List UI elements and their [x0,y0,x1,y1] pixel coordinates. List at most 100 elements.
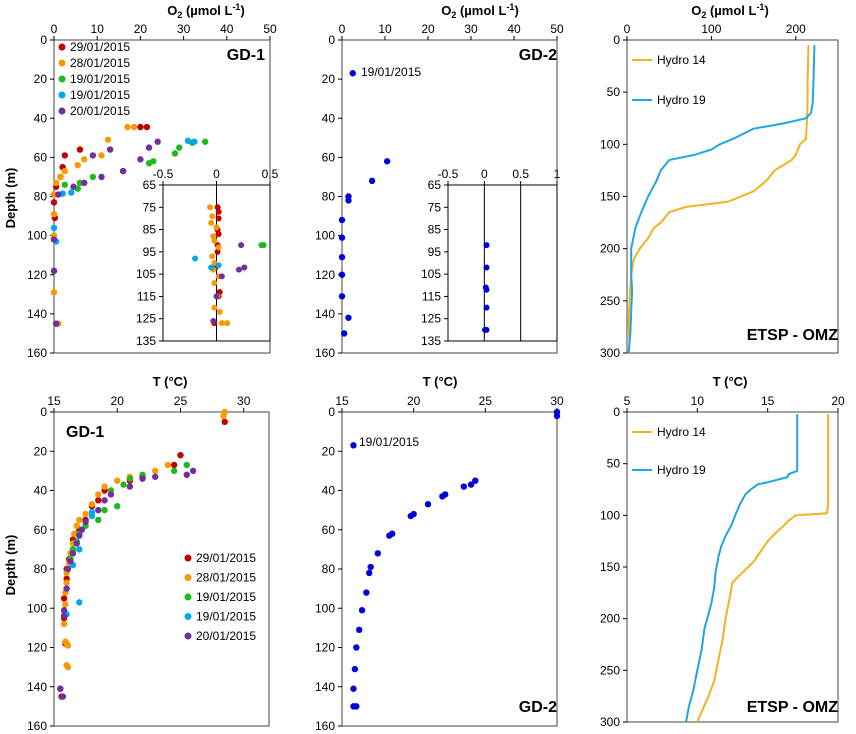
data-point [363,589,370,596]
data-point [101,497,108,504]
x-tick-label: 20 [831,394,845,408]
y-tick-label: 160 [27,346,47,360]
data-point [76,599,83,606]
legend-label: 19/01/2015 [70,72,130,86]
y-tick-label: 40 [34,484,48,498]
data-point [221,418,228,426]
annotation-date: 19/01/2015 [359,435,419,449]
x-tick-label: 25 [174,394,188,408]
data-point [137,156,144,163]
data-point [61,167,68,175]
y-tick-label: 140 [315,680,335,694]
inset-x-tick-label: 0 [213,167,220,181]
x-tick-label: 20 [134,22,148,36]
data-point [76,546,83,553]
data-point [368,177,376,185]
legend-marker [58,75,66,83]
data-point [60,612,68,620]
inset-x-tick-label: 0 [481,167,488,181]
data-point [367,563,374,571]
data-point [374,550,382,557]
legend-marker [58,59,66,67]
inset-data-point [215,231,222,238]
data-point [88,501,96,508]
data-point [63,585,70,592]
inset-data-point [209,213,216,220]
inset-data-point [211,237,218,244]
y-tick-label: 100 [315,229,335,243]
inset-y-tick-label: 75 [428,200,442,214]
data-point [177,451,184,459]
axes: 15 20 25 30 0 20 40 60 80 100 120 140 160 [27,394,270,733]
x-tick-label: 20 [421,22,435,36]
data-point [57,685,64,692]
legend-marker [184,632,192,640]
legend-marker [184,613,192,620]
data-point [349,70,356,77]
y-tick-label: 100 [27,601,47,615]
data-point [350,442,357,449]
data-point [151,467,159,475]
inset-y-tick-label: 135 [136,334,156,348]
data-point [64,642,72,649]
x-tick-label: 15 [47,394,61,408]
data-point [139,475,146,482]
data-point [164,461,172,469]
x-tick-label: 15 [761,394,775,408]
y-tick-label: 100 [600,137,620,151]
data-point [52,179,60,187]
data-point [338,234,346,241]
data-point [82,518,89,526]
data-point [176,144,183,151]
y-tick-label: 150 [600,560,620,574]
y-tick-label: 40 [322,484,336,498]
data-point [73,540,80,547]
x-tick-label: 20 [111,394,125,408]
legend-label: 29/01/2015 [196,551,256,565]
data-point [55,191,62,198]
y-tick-label: 160 [27,719,47,733]
y-tick-label: 0 [40,405,47,419]
data-point [170,461,178,469]
data-point [553,412,561,420]
axes: 15 20 25 30 0 20 40 60 80 100 120 140 160 [315,394,564,733]
data-point [50,210,58,218]
data-point [50,267,58,275]
inset-plot: -0.5 0 0.5 65 75 85 95 105 115 125 135 [136,167,279,348]
inset-data-point [218,273,225,280]
data-point [191,138,198,145]
y-tick-label: 80 [34,190,48,204]
data-point [64,565,72,573]
x-tick-label: 100 [701,22,721,36]
x-tick-label: 10 [378,22,392,36]
legend-label: Hydro 19 [657,463,706,477]
inset-x-tick-label: -0.5 [153,167,174,181]
data-point [383,158,391,165]
inset-y-tick-label: 125 [421,312,441,326]
data-point [350,703,357,710]
panel-o2-gd1: 0 10 20 30 40 50 0 20 40 60 80 100 120 140 160 -0.5 0 0.5… [27,2,279,360]
panel-t-gd1: 15 20 25 30 0 20 40 60 80 100 120 140 160 T (°C) GD-1 2… [27,374,270,733]
panel-label-gd2: GD-2 [519,47,557,64]
panel-label-etsp: ETSP - OMZ [747,699,838,716]
legend: Hydro 14 Hydro 19 [632,425,706,477]
series-marks [57,408,228,700]
data-point [154,138,161,145]
data-point [68,189,75,196]
legend-label: 20/01/2015 [196,629,256,643]
inset-x-tick-label: 1 [554,167,561,181]
y-tick-label: 200 [600,242,620,256]
data-point [62,601,69,608]
y-tick-label: 140 [27,680,47,694]
data-point [95,506,102,514]
data-point [107,491,115,498]
y-tick-label: 60 [34,523,48,537]
x-tick-label: 30 [550,394,564,408]
inset-frame [447,184,558,342]
data-point [183,461,190,469]
y-tick-label: 0 [328,33,335,47]
inset-data-point [207,204,214,211]
xlabel-t: T (°C) [423,374,458,389]
data-point [60,620,68,628]
